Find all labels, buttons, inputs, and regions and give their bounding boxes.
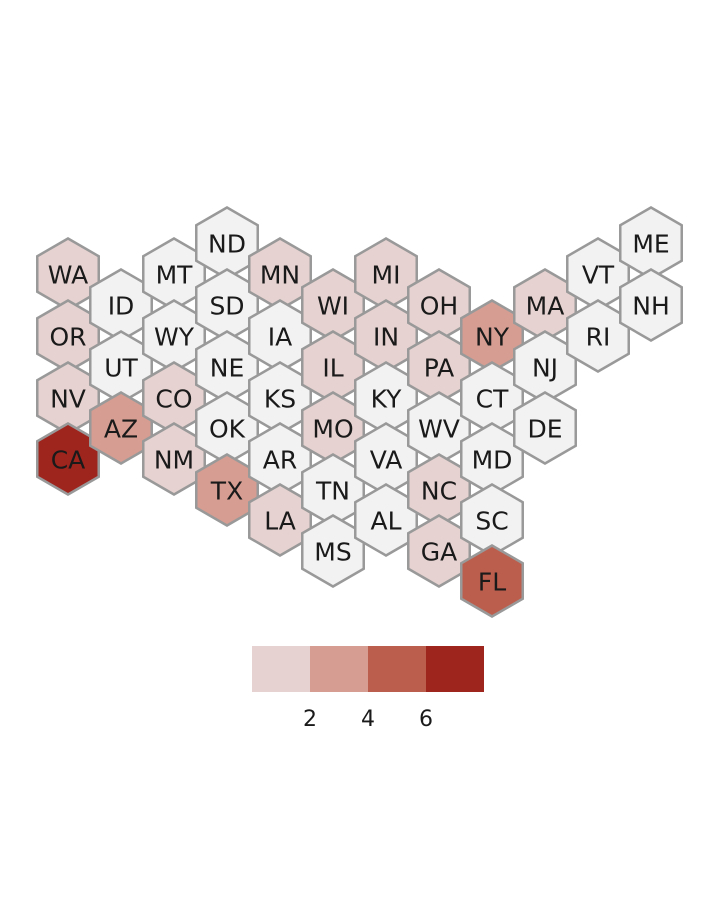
state-label-wv: WV [418,415,460,444]
state-label-tn: TN [315,477,350,506]
legend-tick-3: 6 [419,707,433,732]
state-label-va: VA [370,446,403,475]
state-label-ks: KS [264,385,296,414]
state-label-mt: MT [156,261,194,290]
state-tile-nd: ND [195,206,259,280]
state-tile-tx: TX [195,453,259,527]
state-label-ar: AR [263,446,297,475]
state-hex-fl [460,544,524,618]
state-tile-nc: NC [407,453,471,527]
state-label-mn: MN [260,261,300,290]
state-label-wy: WY [154,323,195,352]
state-label-il: IL [322,354,343,383]
state-tile-ne: NE [195,330,259,404]
state-label-al: AL [370,507,401,536]
state-label-ga: GA [421,538,457,567]
state-label-me: ME [632,230,669,259]
state-label-oh: OH [420,292,458,321]
state-tile-or: OR [36,299,100,373]
state-label-nm: NM [154,446,194,475]
state-hex-de [513,391,577,465]
state-label-mo: MO [312,415,353,444]
state-label-id: ID [108,292,135,321]
legend-tick-1: 2 [303,707,317,732]
state-tile-nh: NH [619,268,683,342]
state-label-vt: VT [582,261,615,290]
state-label-wa: WA [48,261,88,290]
state-label-ok: OK [209,415,246,444]
state-label-fl: FL [478,568,506,597]
state-tile-mn: MN [248,237,312,311]
state-hex-nh [619,268,683,342]
legend-swatch-2 [310,646,368,692]
state-label-or: OR [49,323,86,352]
state-label-co: CO [155,385,192,414]
state-label-nj: NJ [532,354,558,383]
state-tile-co: CO [142,361,206,435]
state-label-nh: NH [632,292,670,321]
state-tile-ca: CA [36,422,100,496]
state-tile-mo: MO [301,391,365,465]
state-tile-ma: MA [513,268,577,342]
legend-swatch-4 [426,646,484,692]
state-tile-mt: MT [142,237,206,311]
state-label-ia: IA [268,323,292,352]
state-label-ca: CA [51,446,86,475]
state-label-ct: CT [476,385,509,414]
state-label-md: MD [472,446,513,475]
state-label-ky: KY [371,385,403,414]
state-label-wi: WI [317,292,349,321]
state-label-ut: UT [104,354,138,383]
state-label-ny: NY [475,323,510,352]
state-tile-mi: MI [354,237,418,311]
state-tile-tn: TN [301,453,365,527]
state-label-mi: MI [372,261,401,290]
state-label-ri: RI [586,323,611,352]
state-tile-fl: FL [460,544,524,618]
state-label-ne: NE [210,354,245,383]
state-tile-me: ME [619,206,683,280]
state-label-la: LA [264,507,296,536]
state-label-de: DE [527,415,562,444]
state-tile-ct: CT [460,361,524,435]
legend-swatch-1 [252,646,310,692]
legend-tick-2: 4 [361,707,375,732]
state-label-nc: NC [421,477,457,506]
state-label-ms: MS [314,538,351,567]
state-tile-ok: OK [195,391,259,465]
state-tile-sc: SC [460,483,524,557]
state-tile-az: AZ [89,391,153,465]
state-label-ma: MA [526,292,565,321]
state-tile-ky: KY [354,361,418,435]
state-label-nd: ND [208,230,246,259]
state-tile-al: AL [354,483,418,557]
state-tile-de: DE [513,391,577,465]
state-label-pa: PA [424,354,455,383]
state-tile-nj: NJ [513,330,577,404]
state-label-sc: SC [475,507,508,536]
state-tile-ri: RI [566,299,630,373]
state-label-az: AZ [104,415,138,444]
state-label-nv: NV [50,385,86,414]
state-label-tx: TX [210,477,243,506]
state-label-sd: SD [209,292,244,321]
state-tile-nm: NM [142,422,206,496]
legend-swatch-3 [368,646,426,692]
state-label-in: IN [373,323,399,352]
